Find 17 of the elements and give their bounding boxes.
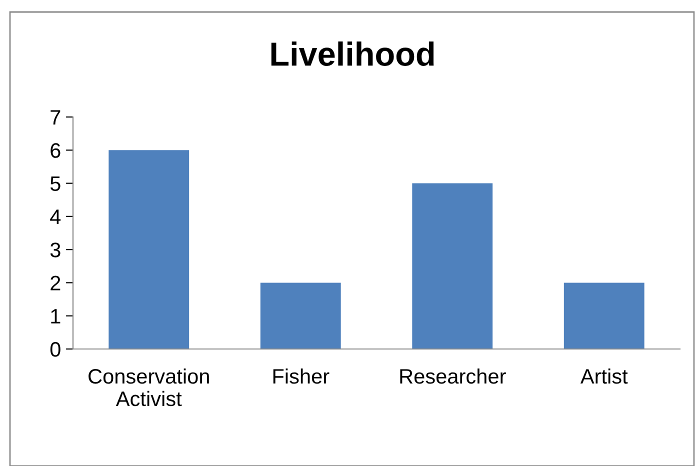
x-tick-label: Artist <box>580 368 628 384</box>
y-tick-label: 3 <box>50 242 60 258</box>
bar <box>564 282 644 349</box>
y-tick-label: 4 <box>50 210 61 224</box>
y-tick-label: 2 <box>50 276 60 290</box>
bar <box>108 150 190 349</box>
bar <box>260 282 341 349</box>
y-tick-label: 5 <box>50 176 60 192</box>
y-tick-label: 7 <box>50 110 60 125</box>
y-tick-label: 1 <box>51 309 60 324</box>
bar <box>412 183 493 349</box>
x-tick-label: Fisher <box>273 368 330 384</box>
chart-title: Livelihood <box>271 41 434 66</box>
x-tick-label: Researcher <box>400 368 506 384</box>
x-tick-label: Conservation Activist <box>88 368 209 406</box>
y-tick-label: 6 <box>50 143 60 158</box>
y-tick-label: 0 <box>50 342 60 357</box>
